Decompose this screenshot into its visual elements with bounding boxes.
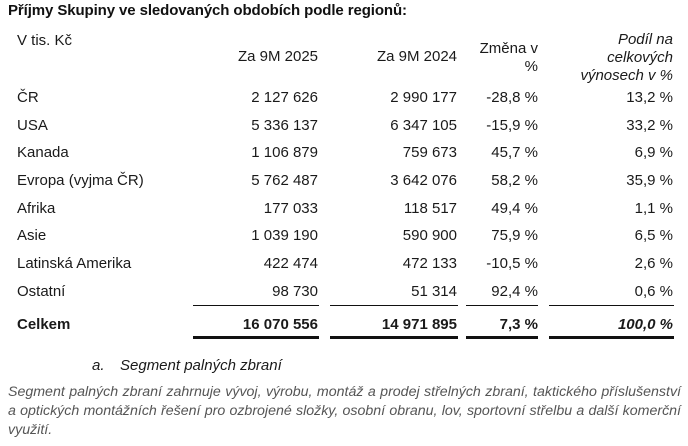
value-share: 35,9 %	[626, 172, 673, 189]
total-rule-col2	[330, 336, 458, 339]
header-9m-2025: Za 9M 2025	[237, 48, 318, 65]
table-row: ČR 2 127 626 2 990 177 -28,8 % 13,2 %	[0, 89, 688, 116]
total-row: Celkem 16 070 556 14 971 895 7,3 % 100,0…	[0, 316, 688, 343]
header-change: Změna v %	[455, 40, 538, 76]
section-marker: a.	[92, 357, 105, 374]
header-9m-2024: Za 9M 2024	[376, 48, 457, 65]
value-9m-2024: 2 990 177	[390, 89, 457, 106]
value-change: 45,7 %	[491, 144, 538, 161]
header-change-line2: %	[524, 58, 538, 75]
region-label: Evropa (vyjma ČR)	[17, 172, 144, 189]
value-9m-2024: 759 673	[402, 144, 457, 161]
region-label: Asie	[17, 227, 47, 244]
value-9m-2025: 1 039 190	[251, 227, 318, 244]
value-9m-2024: 3 642 076	[390, 172, 457, 189]
total-9m-2025: 16 070 556	[242, 316, 318, 333]
value-change: -10,5 %	[486, 255, 538, 272]
value-9m-2025: 1 106 879	[251, 144, 318, 161]
region-label: Latinská Amerika	[17, 255, 132, 272]
total-change: 7,3 %	[499, 316, 538, 333]
value-9m-2024: 51 314	[411, 283, 457, 300]
value-change: 49,4 %	[491, 200, 538, 217]
value-9m-2025: 98 730	[272, 283, 318, 300]
header-change-line1: Změna v	[479, 40, 538, 57]
total-share: 100,0 %	[617, 316, 673, 333]
total-9m-2024: 14 971 895	[381, 316, 457, 333]
header-share: Podíl na celkových výnosech v %	[549, 31, 673, 85]
value-9m-2024: 590 900	[402, 227, 457, 244]
table-row: Latinská Amerika 422 474 472 133 -10,5 % 2,6…	[0, 255, 688, 282]
total-rule-col4	[549, 336, 674, 339]
subtotal-rule-col2	[330, 305, 458, 306]
value-9m-2025: 5 336 137	[251, 117, 318, 134]
header-share-line2: celkových	[607, 49, 673, 66]
value-share: 0,6 %	[634, 283, 673, 300]
value-change: -15,9 %	[486, 117, 538, 134]
value-share: 6,9 %	[634, 144, 673, 161]
table-title: Příjmy Skupiny ve sledovaných obdobích p…	[8, 2, 407, 19]
value-change: 58,2 %	[491, 172, 538, 189]
table-row: Kanada 1 106 879 759 673 45,7 % 6,9 %	[0, 144, 688, 171]
section-paragraph: Segment palných zbraní zahrnuje vývoj, v…	[8, 384, 681, 438]
table-row: USA 5 336 137 6 347 105 -15,9 % 33,2 %	[0, 117, 688, 144]
value-9m-2024: 6 347 105	[390, 117, 457, 134]
section-heading-text: Segment palných zbraní	[120, 357, 282, 374]
table-row: Afrika 177 033 118 517 49,4 % 1,1 %	[0, 200, 688, 227]
value-change: 92,4 %	[491, 283, 538, 300]
subtotal-rule-col1	[193, 305, 319, 306]
value-share: 13,2 %	[626, 89, 673, 106]
subtotal-rule-col3	[466, 305, 538, 306]
value-9m-2024: 118 517	[403, 200, 457, 217]
value-share: 33,2 %	[626, 117, 673, 134]
value-9m-2025: 5 762 487	[251, 172, 318, 189]
header-share-line3: výnosech v %	[580, 67, 673, 84]
table-row: Asie 1 039 190 590 900 75,9 % 6,5 %	[0, 227, 688, 254]
region-label: Ostatní	[17, 283, 66, 300]
value-change: -28,8 %	[486, 89, 538, 106]
region-label: ČR	[17, 89, 39, 106]
total-rule-col1	[193, 336, 319, 339]
table-row: Evropa (vyjma ČR) 5 762 487 3 642 076 58,2 …	[0, 172, 688, 199]
unit-label: V tis. Kč	[17, 32, 73, 49]
value-share: 6,5 %	[634, 227, 673, 244]
region-label: USA	[17, 117, 48, 134]
value-share: 1,1 %	[634, 200, 673, 217]
region-label: Afrika	[17, 200, 56, 217]
region-label: Kanada	[17, 144, 69, 161]
section-heading: a. Segment palných zbraní	[92, 357, 282, 374]
value-9m-2025: 2 127 626	[251, 89, 318, 106]
value-9m-2025: 177 033	[263, 200, 318, 217]
value-9m-2025: 422 474	[263, 255, 318, 272]
subtotal-rule-col4	[549, 305, 674, 306]
value-share: 2,6 %	[634, 255, 673, 272]
header-share-line1: Podíl na	[617, 31, 673, 48]
total-label: Celkem	[17, 316, 71, 333]
total-rule-col3	[466, 336, 538, 339]
value-9m-2024: 472 133	[402, 255, 457, 272]
value-change: 75,9 %	[491, 227, 538, 244]
table-row: Ostatní 98 730 51 314 92,4 % 0,6 %	[0, 283, 688, 310]
